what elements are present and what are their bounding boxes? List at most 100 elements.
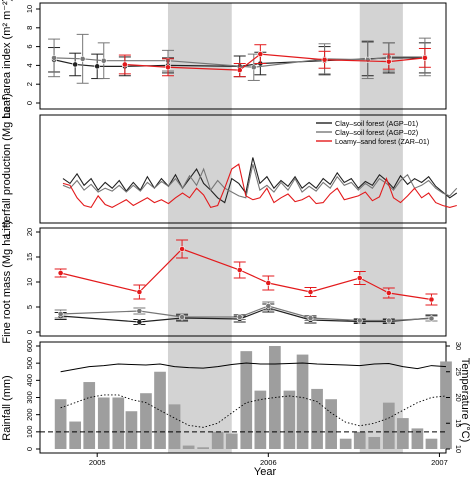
litterfall-series-line-3 xyxy=(62,163,457,209)
lai-point-2-1 xyxy=(48,38,61,78)
x-tick-label-2006: 2006 xyxy=(260,458,277,467)
rainfall-bar-4 xyxy=(97,397,110,449)
data-point xyxy=(165,64,171,71)
data-point xyxy=(307,289,314,295)
data-series xyxy=(40,33,458,449)
legend-label: Clay–soil forest (AGP–02) xyxy=(335,128,418,137)
y-tick-label-roots-15: 15 xyxy=(25,253,34,261)
rainfall-bar-14 xyxy=(240,351,253,449)
roots-point-3-8 xyxy=(382,287,395,299)
temperature-max-line xyxy=(60,362,447,373)
roots-point-2-3 xyxy=(176,313,189,321)
y-axis-label-lai: Leaf area index (m² m⁻²) xyxy=(1,0,13,118)
data-point xyxy=(356,275,363,281)
rainfall-bar-28 xyxy=(440,361,452,449)
y-tick-label-climate-300: 300 xyxy=(25,391,34,404)
rainfall-bar-27 xyxy=(425,438,438,449)
y-tick-label-lai-4: 4 xyxy=(25,63,34,67)
x-axis-label: Year xyxy=(254,466,277,478)
litterfall-series-line-2 xyxy=(62,164,458,199)
data-point xyxy=(257,51,264,58)
roots-point-3-6 xyxy=(304,287,317,297)
roots-point-3-9 xyxy=(425,293,438,306)
rainfall-bar-18 xyxy=(296,354,309,449)
y-tick-label-lai-6: 6 xyxy=(25,45,34,49)
x-tick-label-2007: 2007 xyxy=(431,458,448,467)
data-point xyxy=(265,280,272,286)
data-point xyxy=(51,54,57,61)
y-right-tick-label-20: 20 xyxy=(454,393,463,401)
data-point xyxy=(72,61,79,68)
rainfall-bar-9 xyxy=(168,404,181,449)
rainfall-bar-2 xyxy=(69,421,82,449)
rainfall-bar-25 xyxy=(397,418,409,449)
rainfall-bar-12 xyxy=(211,431,224,449)
rainfall-bar-21 xyxy=(339,438,352,449)
data-point xyxy=(236,67,243,73)
lai-point-1-2 xyxy=(69,52,82,77)
data-point xyxy=(136,319,143,325)
y-right-tick-label-10: 10 xyxy=(454,445,463,453)
data-point xyxy=(79,55,86,62)
legend-entry-3: Loamy–sand forest (ZAR–01) xyxy=(316,137,429,146)
data-point xyxy=(250,64,257,71)
rainfall-bar-16 xyxy=(269,346,281,449)
roots-point-2-7 xyxy=(353,317,366,324)
lai-point-3-6 xyxy=(382,53,395,70)
rainfall-bar-3 xyxy=(83,382,96,449)
y-tick-label-climate-0: 0 xyxy=(25,447,34,451)
rainfall-bar-15 xyxy=(254,390,267,449)
data-point xyxy=(356,317,363,324)
data-point xyxy=(136,289,143,295)
lai-point-3-4 xyxy=(254,44,267,65)
litterfall-series-line-1 xyxy=(62,157,458,204)
rainfall-bar-19 xyxy=(311,388,323,449)
y-axis-label-rainfall: Rainfall (mm) xyxy=(1,375,13,440)
y-right-tick-label-30: 30 xyxy=(454,342,463,350)
rainfall-bar-13 xyxy=(225,433,238,449)
lai-point-3-2 xyxy=(161,58,174,77)
y-tick-label-lai-0: 0 xyxy=(25,101,34,105)
legend-entry-1: Clay–soil forest (AGP–01) xyxy=(316,119,418,128)
rainfall-bar-26 xyxy=(411,428,424,449)
roots-point-3-1 xyxy=(54,268,67,278)
data-point xyxy=(136,308,143,314)
lai-point-2-3 xyxy=(97,42,110,80)
rainfall-bar-22 xyxy=(353,431,366,449)
y-tick-label-lai-2: 2 xyxy=(25,82,34,86)
rainfall-bar-23 xyxy=(368,436,381,449)
roots-point-3-4 xyxy=(233,261,246,279)
lai-point-3-1 xyxy=(118,54,131,75)
y-tick-label-lai-10: 10 xyxy=(25,5,34,13)
data-point xyxy=(307,315,314,321)
data-point xyxy=(100,57,107,64)
y-tick-label-roots-0: 0 xyxy=(25,330,34,334)
rainfall-bar-20 xyxy=(325,399,337,449)
panel-frame-litter xyxy=(39,114,447,224)
y-tick-label-climate-200: 200 xyxy=(25,408,34,421)
rainfall-bar-8 xyxy=(154,371,166,449)
rainfall-bar-24 xyxy=(382,402,395,449)
rainfall-bar-11 xyxy=(197,447,209,449)
data-point xyxy=(385,317,392,324)
data-point xyxy=(121,61,128,68)
legend-label: Clay–soil forest (AGP–01) xyxy=(335,119,418,128)
rainfall-bar-10 xyxy=(182,445,195,449)
lai-point-1-3 xyxy=(91,53,104,80)
roots-point-2-5 xyxy=(262,301,275,311)
roots-point-3-5 xyxy=(262,275,275,291)
y-tick-label-roots-20: 20 xyxy=(25,228,34,236)
y-tick-label-climate-500: 500 xyxy=(25,357,34,370)
data-point xyxy=(428,296,435,303)
y-right-tick-label-25: 25 xyxy=(454,368,463,376)
roots-point-3-2 xyxy=(133,284,146,300)
roots-point-2-1 xyxy=(54,309,67,319)
rainfall-bar-5 xyxy=(112,397,125,449)
y-right-tick-label-15: 15 xyxy=(454,419,463,427)
y-axis-label-litterfall: Litterfall production (Mg ha⁻¹) xyxy=(1,93,13,236)
roots-point-3-3 xyxy=(176,239,189,259)
roots-point-2-4 xyxy=(233,314,246,320)
roots-point-2-6 xyxy=(304,315,317,321)
axes-ticks: 0246810051015200100200300400500600101520… xyxy=(25,5,463,467)
